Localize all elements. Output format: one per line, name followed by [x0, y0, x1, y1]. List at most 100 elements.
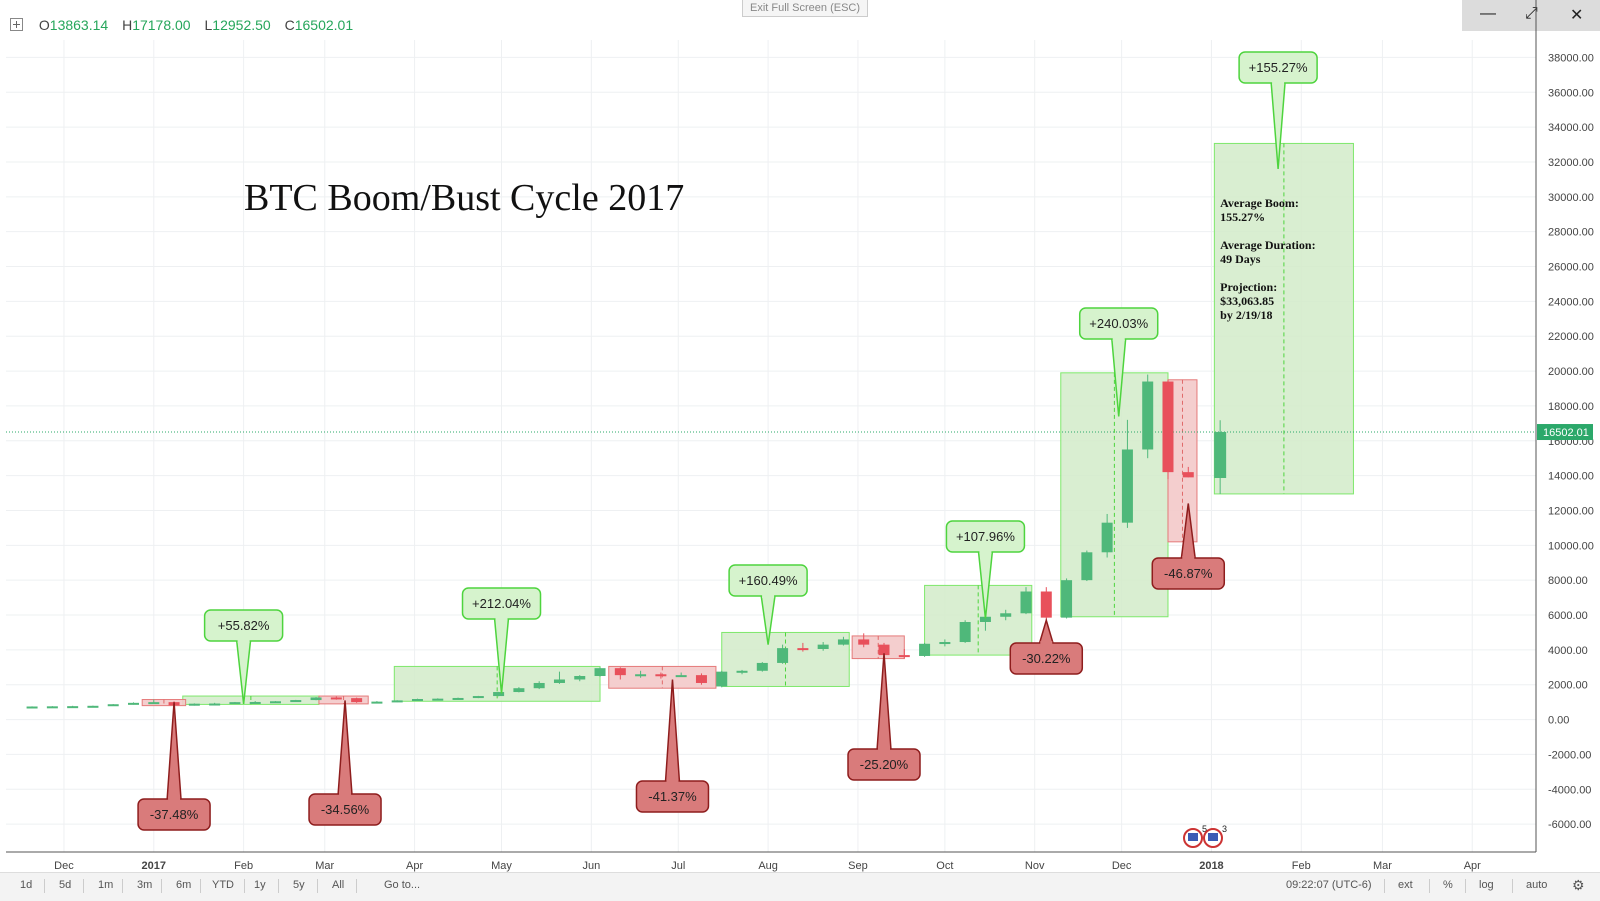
- separator: [44, 879, 45, 893]
- boom-callout-pointer: [1110, 337, 1127, 417]
- bust-callout-label: -41.37%: [648, 789, 697, 804]
- price-chart[interactable]: +55.82% +212.04% +160.49% +107.96% +240.03% +…: [0, 0, 1600, 872]
- annotation-line: 49 Days: [1220, 252, 1261, 266]
- x-tick-label: Feb: [1292, 860, 1311, 872]
- separator: [1384, 879, 1385, 893]
- y-tick-label: 6000.00: [1548, 610, 1588, 622]
- candle-body: [1182, 472, 1194, 478]
- candle-body: [1121, 449, 1133, 523]
- separator: [1429, 879, 1430, 893]
- chart-title: BTC Boom/Bust Cycle 2017: [244, 177, 684, 219]
- goto-button[interactable]: Go to...: [384, 879, 421, 891]
- candle-body: [858, 639, 870, 645]
- separator: [317, 879, 318, 893]
- candle-body: [614, 668, 626, 676]
- bust-callout-joint: [1182, 556, 1195, 561]
- candle-body: [432, 698, 444, 701]
- flag-count: 3: [1222, 824, 1227, 834]
- x-tick-label: 2017: [142, 860, 166, 872]
- candle-body: [391, 700, 403, 703]
- option-ext-button[interactable]: ext: [1398, 879, 1413, 891]
- candle-body: [209, 703, 221, 706]
- range-5y-button[interactable]: 5y: [293, 879, 305, 891]
- callouts: +55.82% +212.04% +160.49% +107.96% +240.03% +…: [137, 51, 1318, 831]
- candle-body: [979, 616, 991, 622]
- range-6m-button[interactable]: 6m: [176, 879, 192, 891]
- range-3m-button[interactable]: 3m: [137, 879, 153, 891]
- exit-fullscreen-button[interactable]: Exit Full Screen (ESC): [742, 0, 868, 17]
- range-1m-button[interactable]: 1m: [98, 879, 114, 891]
- y-tick-label: 12000.00: [1548, 505, 1594, 517]
- separator: [244, 879, 245, 893]
- option-auto-button[interactable]: auto: [1526, 879, 1548, 891]
- candle-body: [695, 675, 707, 683]
- y-tick-label: 26000.00: [1548, 262, 1594, 274]
- boom-callout-label: +160.49%: [739, 573, 798, 588]
- boom-callout-joint: [495, 616, 508, 621]
- add-symbol-icon[interactable]: [10, 18, 23, 31]
- candle-body: [411, 699, 423, 702]
- minimize-button[interactable]: —: [1480, 5, 1496, 22]
- candle-body: [1214, 432, 1227, 479]
- boom-callout-label: +212.04%: [472, 596, 531, 611]
- low-key: L: [204, 17, 213, 33]
- last-price-badge-label: 16502.01: [1543, 427, 1589, 439]
- bust-callout-joint: [666, 779, 679, 784]
- projection-annotation: Average Boom:155.27% Average Duration:49 …: [1220, 196, 1315, 322]
- open-value: 13863.14: [49, 17, 109, 33]
- option-log-button[interactable]: log: [1479, 879, 1494, 891]
- separator: [83, 879, 84, 893]
- candle-body: [67, 706, 79, 709]
- bust-callout: -37.48%: [137, 702, 211, 831]
- candle-body: [898, 655, 910, 658]
- close-button[interactable]: ✕: [1570, 7, 1584, 24]
- candle-body: [1040, 591, 1052, 618]
- candle-body: [472, 696, 484, 699]
- candle-body: [229, 702, 241, 705]
- boom-callout-pointer: [760, 594, 776, 645]
- candle-body: [716, 671, 728, 687]
- bottom-toolbar: 1d 5d 1m 3m 6m YTD 1y 5y All Go to... 09:22:07 (UT…: [0, 872, 1600, 901]
- bust-callout-joint: [1040, 641, 1053, 646]
- high-key: H: [122, 17, 133, 33]
- range-ytd-button[interactable]: YTD: [212, 879, 234, 891]
- bust-callout: -46.87%: [1151, 503, 1226, 590]
- annotation-line: by 2/19/18: [1220, 308, 1272, 322]
- boom-callout: +240.03%: [1078, 307, 1159, 417]
- range-1y-button[interactable]: 1y: [254, 879, 266, 891]
- boom-callout-label: +55.82%: [218, 618, 270, 633]
- candle-body: [513, 688, 525, 693]
- high-value: 17178.00: [132, 17, 191, 33]
- boom-callout: +212.04%: [461, 587, 542, 694]
- bust-callout-label: -37.48%: [150, 807, 199, 822]
- boom-callout-joint: [1112, 336, 1125, 341]
- boom-callout: +160.49%: [728, 564, 808, 645]
- annotation-line: Projection:: [1220, 280, 1277, 294]
- x-tick-label: Dec: [54, 860, 74, 872]
- candle-body: [290, 700, 302, 703]
- bust-callout-pointer: [166, 702, 182, 801]
- y-tick-label: -6000.00: [1548, 819, 1591, 831]
- candle-body: [655, 674, 667, 677]
- candle-body: [1020, 591, 1032, 614]
- candle-body: [635, 674, 647, 677]
- option-percent-button[interactable]: %: [1443, 879, 1453, 891]
- candle-body: [878, 644, 890, 656]
- candle-body: [939, 642, 951, 645]
- candle-body: [919, 643, 931, 656]
- last-price-badge: 16502.01: [1537, 424, 1593, 441]
- x-tick-label: Jun: [582, 860, 600, 872]
- boom-callout-pointer: [235, 639, 252, 704]
- restore-button[interactable]: ⤢: [1525, 5, 1538, 22]
- candle-body: [1081, 552, 1093, 581]
- range-1d-button[interactable]: 1d: [20, 879, 33, 891]
- y-tick-label: 36000.00: [1548, 87, 1594, 99]
- boom-callout: +107.96%: [945, 520, 1026, 619]
- gear-icon[interactable]: ⚙: [1572, 877, 1585, 893]
- x-tick-label: Feb: [234, 860, 253, 872]
- candle-body: [594, 668, 606, 677]
- candle-body: [452, 697, 464, 700]
- range-5d-button[interactable]: 5d: [59, 879, 72, 891]
- range-all-button[interactable]: All: [332, 879, 345, 891]
